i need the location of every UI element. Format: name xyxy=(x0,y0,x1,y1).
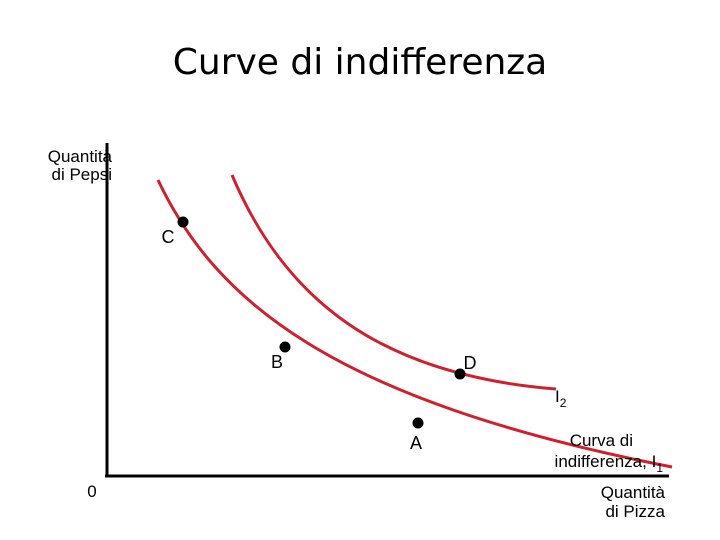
point-label-d: D xyxy=(464,353,477,373)
x-axis-label-line2: di Pizza xyxy=(605,502,665,521)
origin-label: 0 xyxy=(87,482,96,501)
page-title: Curve di indifferenza xyxy=(172,42,548,83)
curve-label-i2-name: I xyxy=(555,387,560,406)
point-a xyxy=(412,417,424,429)
x-axis-label-line1: Quantità xyxy=(601,483,666,502)
curve-label-i1-name: indifferenza, I xyxy=(555,452,657,471)
point-label-c: C xyxy=(162,227,175,247)
point-c xyxy=(177,216,189,228)
y-axis-label-line1: Quantità xyxy=(48,147,113,166)
point-d xyxy=(454,368,466,380)
curve-label-i1-subscript: 1 xyxy=(656,461,663,475)
indifference-curve-i2 xyxy=(230,174,557,391)
curve-label-i1-line1: Curva di xyxy=(570,431,633,450)
point-label-a: A xyxy=(410,433,422,453)
curve-label-i2-subscript: 2 xyxy=(560,396,567,410)
y-axis-label-line2: di Pepsi xyxy=(52,165,112,184)
curve-label-i1-line2: indifferenza, I1 xyxy=(555,452,664,475)
point-b xyxy=(279,341,291,353)
point-label-b: B xyxy=(271,352,283,372)
indifference-curve-i1 xyxy=(156,179,673,469)
curve-label-i2: I2 xyxy=(555,387,567,410)
